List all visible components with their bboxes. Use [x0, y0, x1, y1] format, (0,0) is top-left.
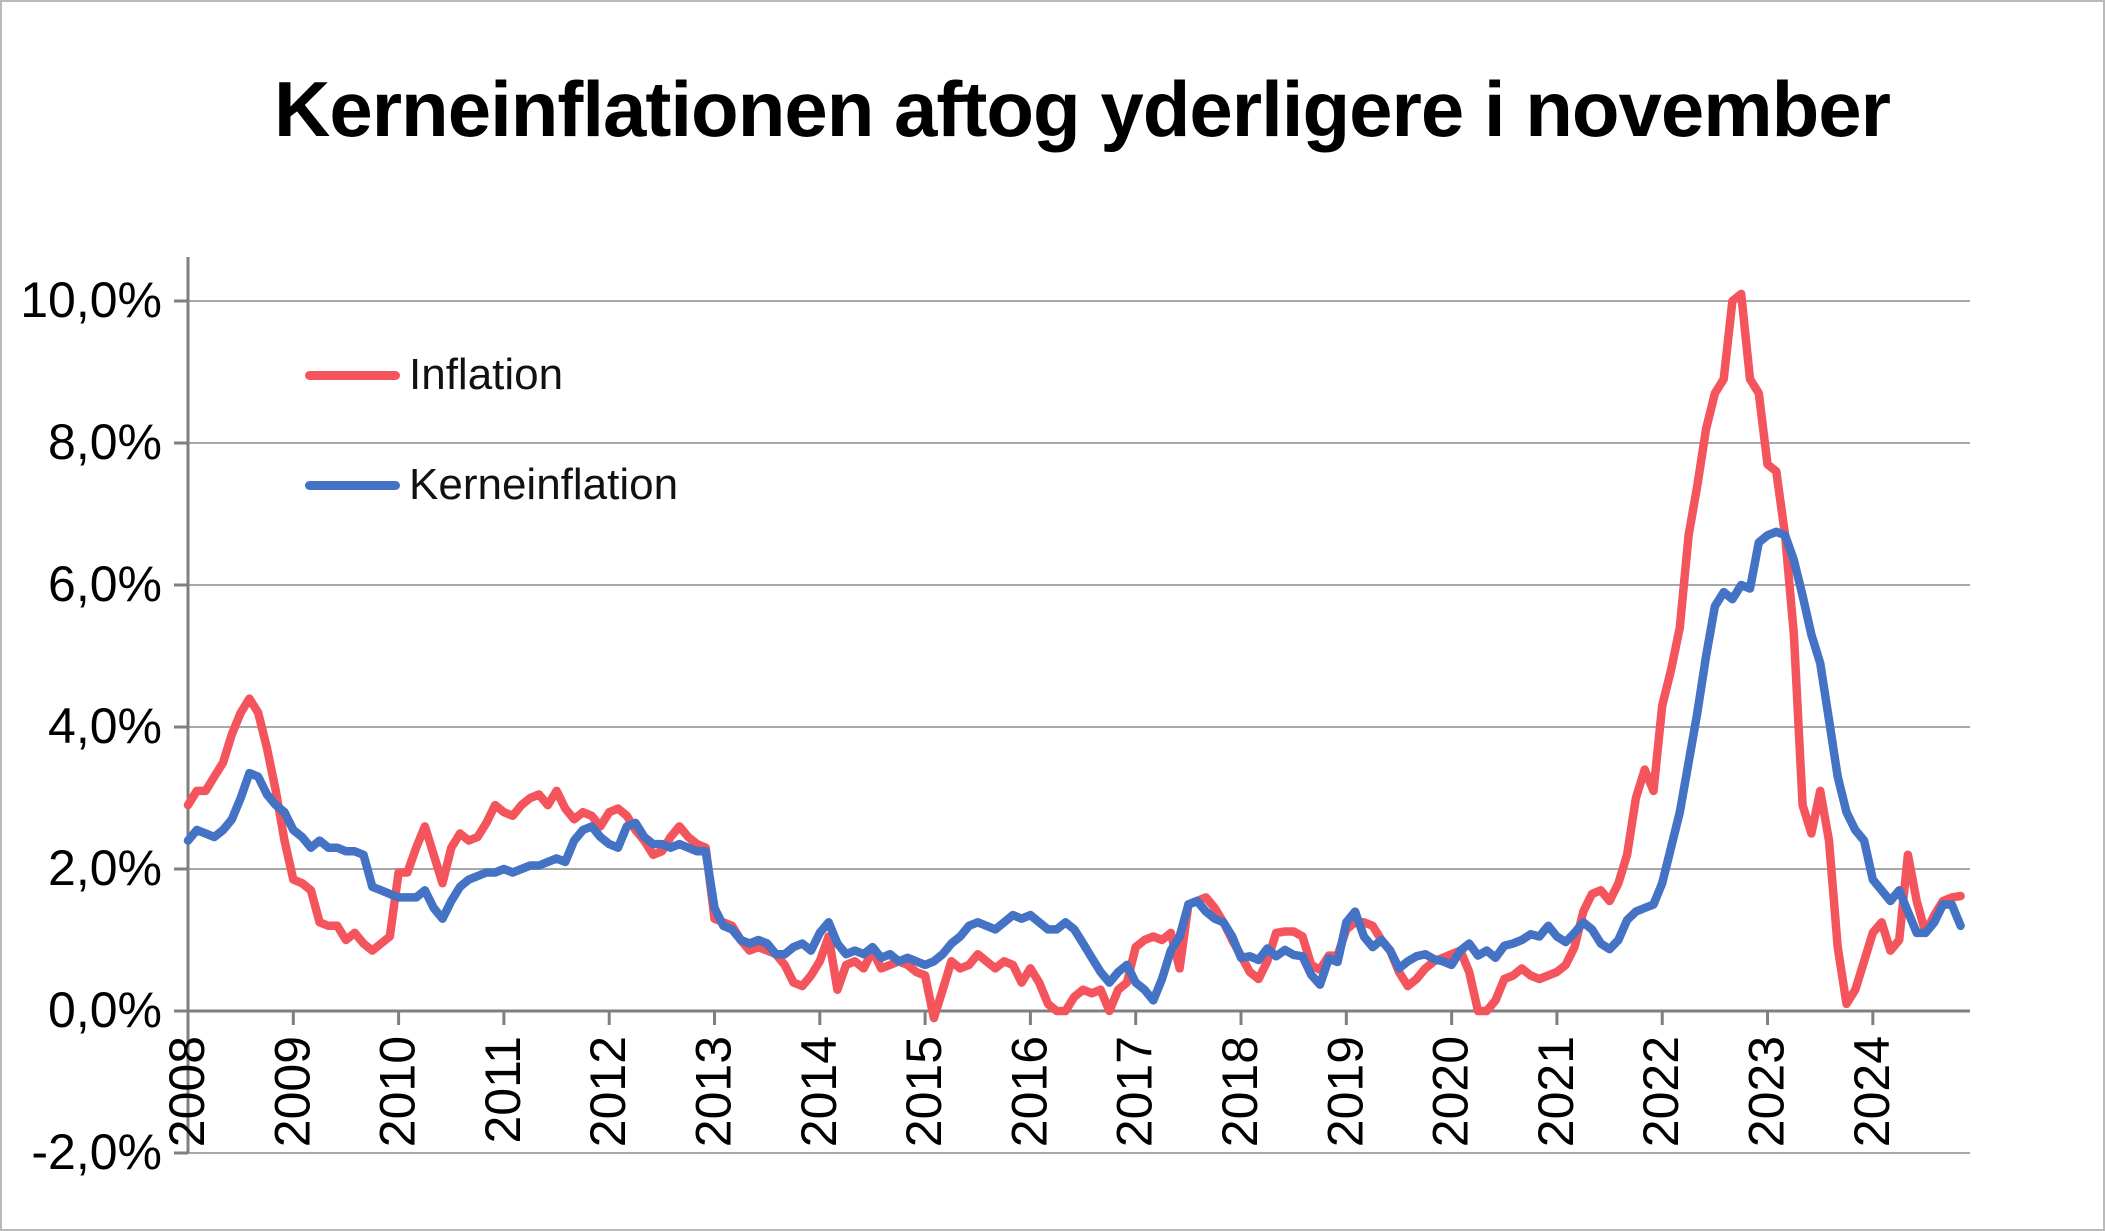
series-line-kerneinflation [183, 527, 1965, 1005]
x-tick-label-2022: 2022 [1633, 1036, 1689, 1147]
x-tick-label-2014: 2014 [791, 1036, 847, 1147]
x-tick-label-2013: 2013 [686, 1036, 742, 1147]
y-tick-label-2: 2,0% [48, 840, 162, 896]
legend-label-inflation: Inflation [409, 350, 564, 399]
y-tick-label-6: 6,0% [48, 556, 162, 612]
x-tick-label-2011: 2011 [475, 1036, 531, 1144]
x-tick-label-2020: 2020 [1423, 1036, 1479, 1147]
x-tick-label-2024: 2024 [1844, 1036, 1900, 1147]
x-tick-label-2009: 2009 [264, 1036, 320, 1147]
x-tick-label-2017: 2017 [1107, 1036, 1163, 1147]
legend-item-inflation: Inflation [305, 348, 678, 402]
x-tick-label-2018: 2018 [1212, 1036, 1268, 1147]
legend-item-kerneinflation: Kerneinflation [305, 458, 678, 512]
x-tick-label-2010: 2010 [370, 1036, 426, 1147]
legend: Inflation Kerneinflation [305, 348, 678, 512]
x-tick-label-2019: 2019 [1317, 1036, 1373, 1147]
inflation-line-swatch [305, 370, 400, 380]
x-tick-label-2023: 2023 [1739, 1036, 1795, 1147]
y-tick-label-4: 4,0% [48, 698, 162, 754]
y-tick-label-10: 10,0% [20, 272, 162, 328]
series-line-inflation [183, 289, 1965, 1023]
legend-label-kerneinflation: Kerneinflation [409, 460, 679, 509]
x-tick-label-2021: 2021 [1528, 1036, 1584, 1147]
y-tick-label-0: 0,0% [48, 982, 162, 1038]
y-tick-label-8: 8,0% [48, 414, 162, 470]
x-tick-label-2015: 2015 [896, 1036, 952, 1147]
chart-title: Kerneinflationen aftog yderligere i nove… [273, 65, 1891, 153]
x-tick-label-2008: 2008 [159, 1036, 215, 1147]
x-tick-label-2012: 2012 [580, 1036, 636, 1147]
x-tick-label-2016: 2016 [1001, 1036, 1057, 1147]
kerneinflation-line-swatch [305, 480, 400, 490]
y-tick-label--2: -2,0% [31, 1124, 162, 1180]
